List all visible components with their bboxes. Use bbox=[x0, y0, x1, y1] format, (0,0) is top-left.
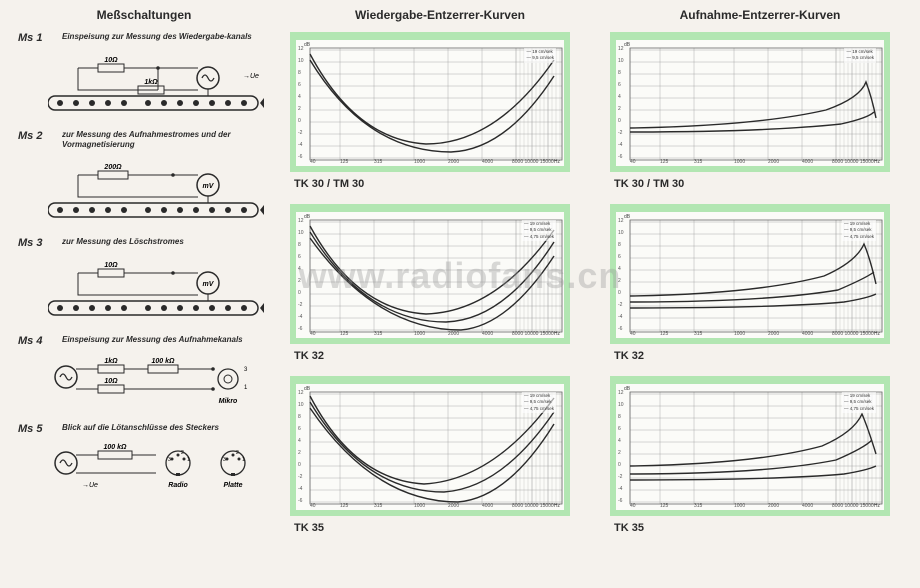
svg-text:1: 1 bbox=[242, 457, 245, 463]
svg-text:1kΩ: 1kΩ bbox=[144, 79, 158, 86]
ms-5-desc: Blick auf die Lötanschlüsse des Steckers bbox=[62, 423, 270, 433]
playback-chart-0-label: TK 30 / TM 30 bbox=[294, 178, 590, 190]
svg-text:10Ω: 10Ω bbox=[104, 262, 118, 269]
ms-3-desc: zur Messung des Löschstromes bbox=[62, 237, 270, 247]
svg-text:Mikro: Mikro bbox=[219, 398, 238, 405]
svg-text:3: 3 bbox=[168, 457, 171, 463]
ms-3-label: Ms 3 bbox=[18, 237, 50, 249]
svg-text:2: 2 bbox=[181, 450, 184, 456]
ms-4-label: Ms 4 bbox=[18, 335, 50, 347]
playback-chart-2: dB Hz 121086420-2-4-64012531510002000400… bbox=[290, 376, 590, 534]
playback-chart-1: dB Hz 121086420-2-4-64012531510002000400… bbox=[290, 204, 590, 362]
svg-text:3: 3 bbox=[244, 367, 248, 373]
ms-1-block: Ms 1 Einspeisung zur Messung des Wiederg… bbox=[18, 32, 270, 116]
record-chart-2-label: TK 35 bbox=[614, 522, 910, 534]
svg-text:100 kΩ: 100 kΩ bbox=[152, 358, 176, 365]
ms-4-block: Ms 4 Einspeisung zur Messung des Aufnahm… bbox=[18, 335, 270, 409]
svg-text:10Ω: 10Ω bbox=[104, 57, 118, 64]
svg-text:1kΩ: 1kΩ bbox=[104, 358, 118, 365]
svg-text:200Ω: 200Ω bbox=[103, 164, 122, 171]
svg-text:Radio: Radio bbox=[168, 482, 188, 489]
ms-2-desc: zur Messung des Aufnahmestromes und der … bbox=[62, 130, 270, 151]
svg-text:Platte: Platte bbox=[223, 482, 242, 489]
heading-right: Aufnahme-Entzerrer-Kurven bbox=[610, 8, 910, 22]
svg-text:mV: mV bbox=[203, 281, 215, 288]
record-chart-1-label: TK 32 bbox=[614, 350, 910, 362]
playback-chart-1-label: TK 32 bbox=[294, 350, 590, 362]
ms-2-block: Ms 2 zur Messung des Aufnahmestromes und… bbox=[18, 130, 270, 223]
ms-4-desc: Einspeisung zur Messung des Aufnahmekana… bbox=[62, 335, 270, 345]
svg-text:100 kΩ: 100 kΩ bbox=[104, 444, 128, 451]
ms-2-label: Ms 2 bbox=[18, 130, 50, 142]
svg-text:1: 1 bbox=[187, 457, 190, 463]
ms-5-label: Ms 5 bbox=[18, 423, 50, 435]
heading-left: Meßschaltungen bbox=[18, 8, 270, 22]
ms-3-block: Ms 3 zur Messung des Löschstromes 10Ω mV bbox=[18, 237, 270, 321]
ms-1-label: Ms 1 bbox=[18, 32, 50, 44]
svg-text:10Ω: 10Ω bbox=[104, 378, 118, 385]
svg-text:2: 2 bbox=[236, 450, 239, 456]
svg-text:3: 3 bbox=[223, 457, 226, 463]
record-chart-2: dB Hz 121086420-2-4-64012531510002000400… bbox=[610, 376, 910, 534]
svg-text:→Ue: →Ue bbox=[82, 482, 98, 489]
svg-text:1: 1 bbox=[244, 385, 248, 391]
record-chart-0-label: TK 30 / TM 30 bbox=[614, 178, 910, 190]
svg-text:→Ue: →Ue bbox=[243, 73, 259, 80]
heading-mid: Wiedergabe-Entzerrer-Kurven bbox=[290, 8, 590, 22]
ms-1-desc: Einspeisung zur Messung des Wiedergabe-k… bbox=[62, 32, 270, 42]
playback-chart-0: dB Hz 121086420-2-4-64012531510002000400… bbox=[290, 32, 590, 190]
ms-5-block: Ms 5 Blick auf die Lötanschlüsse des Ste… bbox=[18, 423, 270, 497]
svg-text:mV: mV bbox=[203, 183, 215, 190]
record-chart-1: dB Hz 121086420-2-4-64012531510002000400… bbox=[610, 204, 910, 362]
record-chart-0: dB Hz 121086420-2-4-64012531510002000400… bbox=[610, 32, 910, 190]
playback-chart-2-label: TK 35 bbox=[294, 522, 590, 534]
